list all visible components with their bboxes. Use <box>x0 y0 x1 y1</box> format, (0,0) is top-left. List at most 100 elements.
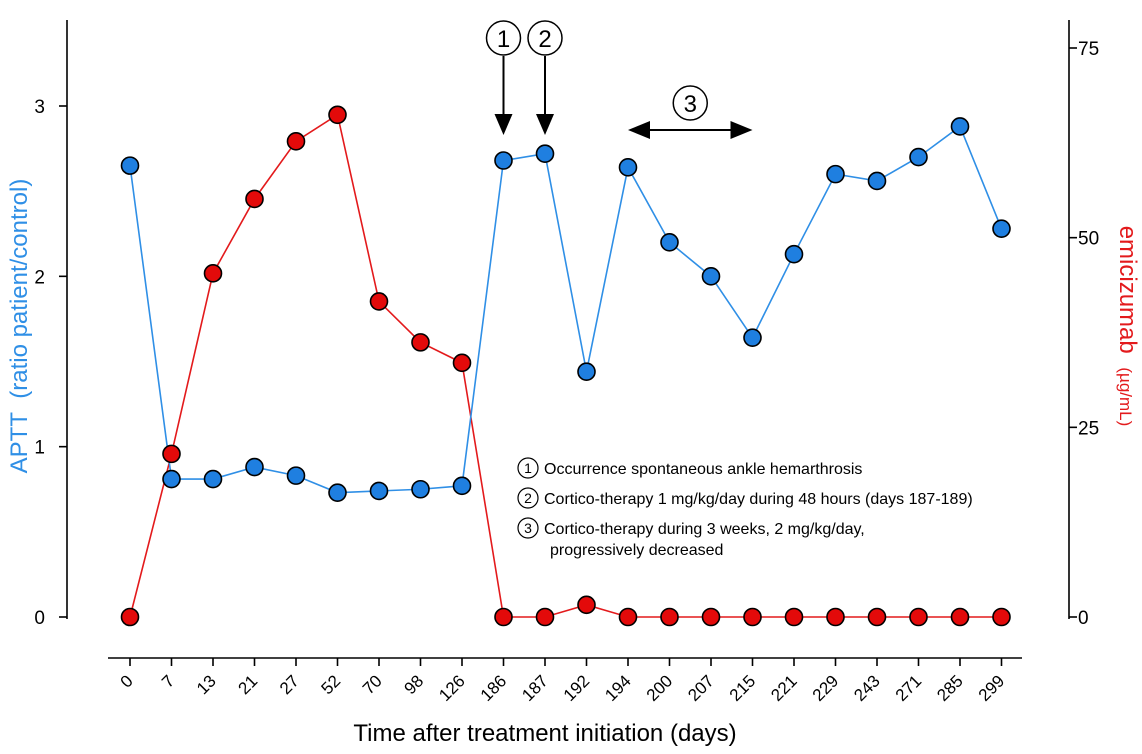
x-axis-tick-label: 229 <box>809 671 842 704</box>
data-point-right <box>992 607 1011 627</box>
data-point-right <box>494 607 513 627</box>
series-points <box>120 105 1011 627</box>
note-number-circle <box>517 457 539 479</box>
note-text: Cortico-therapy during 3 weeks, 2 mg/kg/… <box>544 521 865 538</box>
legend-notes: 1 Occurrence spontaneous ankle hemarthros… <box>517 457 973 559</box>
right-axis-tick-label: 75 <box>1078 39 1099 60</box>
data-point-left <box>411 479 430 499</box>
x-axis-tick-label: 187 <box>518 671 551 704</box>
left-axis-tick-label: 0 <box>34 608 45 629</box>
event-number: 2 <box>538 26 551 53</box>
x-axis-tick-label: 299 <box>975 671 1008 704</box>
left-axis-tick-label: 3 <box>34 97 45 118</box>
note-number-circle <box>517 517 539 539</box>
right-axis-tick-label: 50 <box>1078 229 1099 250</box>
data-point-left <box>784 244 804 264</box>
x-axis-tick-label: 243 <box>850 671 883 704</box>
event-range-arrow-left <box>628 121 650 139</box>
right-axis-title: emicizumab (µg/mL) <box>1114 226 1141 427</box>
data-point-right <box>286 132 306 151</box>
data-point-left <box>162 469 181 489</box>
data-point-left <box>245 457 264 477</box>
data-point-right <box>867 607 887 627</box>
series-line-right <box>129 113 1002 618</box>
data-point-right <box>909 607 928 627</box>
event-arrow-head <box>536 114 554 135</box>
data-point-right <box>826 607 845 627</box>
x-axis-tick-label: 285 <box>933 671 966 704</box>
left-axis-title-sub: (ratio patient/control) <box>6 179 33 399</box>
x-axis-tick-label: 207 <box>684 671 717 704</box>
data-point-right <box>328 105 347 125</box>
left-axis-tick-label: 1 <box>34 438 45 459</box>
note-text-continued: progressively decreased <box>550 542 723 559</box>
data-point-right <box>452 353 472 373</box>
x-axis-tick-label: 0 <box>117 671 137 691</box>
left-axis-title: APTT (ratio patient/control) <box>6 179 33 474</box>
data-point-right <box>203 264 223 283</box>
event-markers: 1 2 3 <box>485 20 753 139</box>
x-axis-tick-label: 70 <box>359 671 386 698</box>
x-axis-tick-label: 192 <box>560 671 593 704</box>
left-axis-tick-label: 2 <box>34 267 45 288</box>
data-point-right <box>784 607 804 627</box>
event-circle <box>485 20 522 56</box>
data-point-right <box>535 607 555 627</box>
right-axis-tick-label: 25 <box>1078 418 1099 439</box>
x-axis-tick-label: 186 <box>477 671 510 704</box>
data-point-left <box>369 481 389 501</box>
data-point-left <box>535 144 555 163</box>
x-axis-tick-label: 13 <box>193 671 220 698</box>
data-point-right <box>950 607 970 627</box>
data-point-left <box>120 156 140 175</box>
x-axis-tick-label: 194 <box>601 671 634 704</box>
data-point-left <box>950 117 970 136</box>
data-point-right <box>120 607 140 627</box>
data-point-right <box>411 333 430 352</box>
x-axis-tick-label: 98 <box>401 671 428 698</box>
data-point-right <box>162 444 181 464</box>
x-axis-tick-label: 126 <box>435 671 468 704</box>
event-circle <box>672 85 708 121</box>
x-axis-tick-label: 200 <box>643 671 676 704</box>
note-number: 2 <box>524 490 532 506</box>
x-axis-tick-label: 221 <box>767 671 800 704</box>
data-point-left <box>494 151 513 170</box>
data-point-left <box>328 483 347 502</box>
right-axis-title-main: emicizumab <box>1114 226 1141 354</box>
data-point-left <box>992 219 1011 238</box>
x-axis-tick-label: 271 <box>892 671 925 704</box>
data-point-left <box>701 267 721 286</box>
x-axis-tick-label: 52 <box>318 671 345 698</box>
data-point-left <box>867 171 887 191</box>
data-point-left <box>203 469 223 489</box>
note-number: 3 <box>524 520 532 536</box>
data-point-left <box>826 164 845 184</box>
data-point-right <box>660 607 679 627</box>
data-point-left <box>743 328 762 347</box>
data-point-left <box>286 466 306 485</box>
note-number: 1 <box>524 460 532 476</box>
data-point-left <box>577 362 596 382</box>
event-arrow-head <box>494 114 513 135</box>
note-text: Cortico-therapy 1 mg/kg/day during 48 ho… <box>544 491 973 508</box>
right-axis-title-sub: (µg/mL) <box>1116 367 1135 426</box>
right-axis-tick-label: 0 <box>1078 608 1089 629</box>
series-line-left <box>129 125 1003 494</box>
event-number: 1 <box>497 26 510 53</box>
data-point-left <box>618 158 638 177</box>
left-axis-title-main: APTT <box>6 412 33 474</box>
x-axis-title: Time after treatment initiation (days) <box>353 720 736 747</box>
data-point-right <box>743 607 762 627</box>
data-point-left <box>909 147 928 167</box>
event-circle <box>527 20 563 56</box>
data-point-right <box>245 189 264 209</box>
x-axis-tick-label: 27 <box>276 671 303 698</box>
data-point-right <box>369 292 389 311</box>
x-axis-tick-label: 7 <box>158 671 178 691</box>
event-number: 3 <box>684 91 697 118</box>
event-range-arrow-right <box>730 121 753 139</box>
data-point-left <box>660 232 679 252</box>
